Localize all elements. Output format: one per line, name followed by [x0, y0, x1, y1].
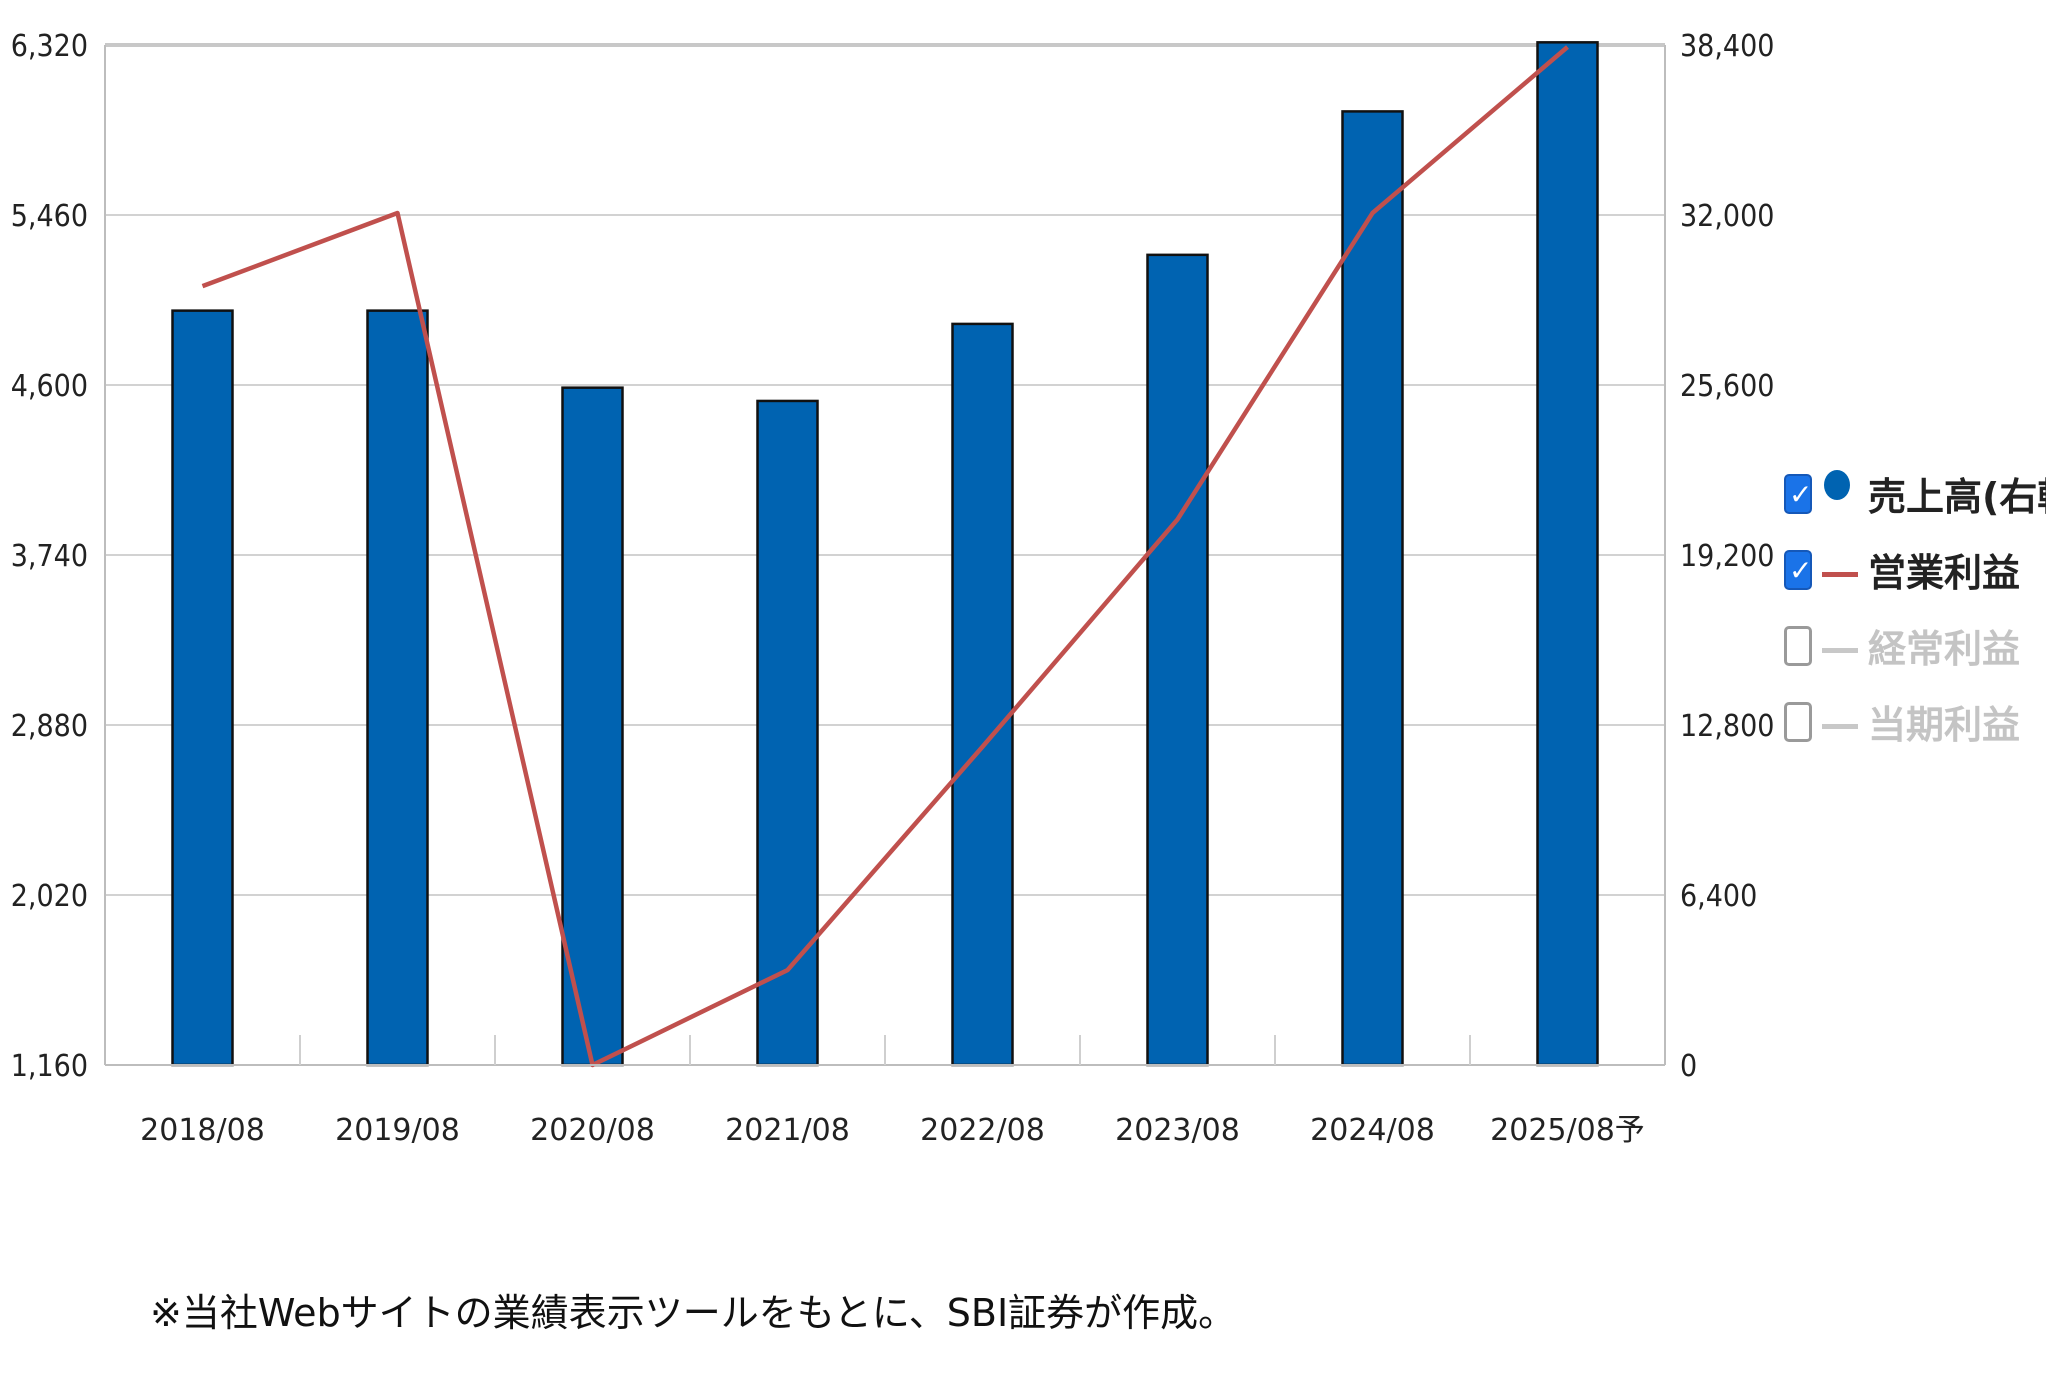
- x-tick-label: 2019/08: [335, 1113, 460, 1148]
- y-right-tick-label: 38,400: [1680, 29, 1774, 64]
- legend-checkbox[interactable]: [1784, 626, 1812, 666]
- legend-label: 経常利益: [1868, 627, 2021, 671]
- axes: [104, 45, 1666, 1066]
- operating-profit-line: [201, 45, 1569, 1068]
- line-series: [201, 45, 1569, 1068]
- legend-item[interactable]: ✓ 営業利益: [1780, 536, 2046, 612]
- y-left-tick-label: 5,460: [11, 199, 88, 234]
- gridlines: [105, 43, 1665, 896]
- footnote: ※当社Webサイトの業績表示ツールをもとに、SBI証券が作成。: [150, 1291, 1237, 1335]
- x-tick-label: 2018/08: [140, 1113, 265, 1148]
- legend-line-icon: [1822, 648, 1858, 653]
- legend-checkbox[interactable]: ✓: [1784, 474, 1812, 514]
- y-left-tick-label: 2,020: [11, 879, 88, 914]
- x-tick-label: 2023/08: [1115, 1113, 1240, 1148]
- y-right-tick-label: 25,600: [1680, 369, 1774, 404]
- legend-label: 売上高(右軸): [1868, 475, 2046, 519]
- legend-item[interactable]: 当期利益: [1780, 688, 2046, 764]
- bar: [171, 309, 234, 1067]
- x-tick-label: 2024/08: [1310, 1113, 1435, 1148]
- bar: [1536, 41, 1599, 1067]
- x-tick-label: 2022/08: [920, 1113, 1045, 1148]
- checkmark-icon: ✓: [1789, 554, 1813, 587]
- y-right-tick-label: 0: [1680, 1049, 1697, 1084]
- bar: [366, 309, 429, 1067]
- legend-label: 当期利益: [1868, 703, 2021, 747]
- y-left-tick-label: 2,880: [11, 709, 88, 744]
- y-left-tick-label: 4,600: [11, 369, 88, 404]
- legend-item[interactable]: 経常利益: [1780, 612, 2046, 688]
- x-tick-label: 2021/08: [725, 1113, 850, 1148]
- legend-checkbox[interactable]: [1784, 702, 1812, 742]
- bar: [1146, 253, 1209, 1067]
- bar: [951, 322, 1014, 1067]
- legend-line-icon: [1822, 724, 1858, 729]
- y-right-tick-label: 32,000: [1680, 199, 1774, 234]
- legend-dot-icon: [1824, 470, 1850, 500]
- legend-line-icon: [1822, 572, 1858, 577]
- checkmark-icon: ✓: [1789, 478, 1813, 511]
- x-tick-label: 2020/08: [530, 1113, 655, 1148]
- legend-checkbox[interactable]: ✓: [1784, 550, 1812, 590]
- bar: [1341, 110, 1404, 1067]
- y-right-tick-label: 19,200: [1680, 539, 1774, 574]
- tick-labels: 1,160 2,020 2,880 3,740 4,600 5,460 6,320 0 6,40…: [11, 29, 1775, 1148]
- bar-series: [171, 41, 1599, 1067]
- legend-item[interactable]: ✓ 売上高(右軸): [1780, 460, 2046, 536]
- y-right-tick-label: 6,400: [1680, 879, 1757, 914]
- legend-label: 営業利益: [1868, 551, 2021, 595]
- y-right-tick-label: 12,800: [1680, 709, 1774, 744]
- bar: [756, 399, 819, 1067]
- y-left-tick-label: 1,160: [11, 1049, 88, 1084]
- y-left-tick-label: 3,740: [11, 539, 88, 574]
- y-left-tick-label: 6,320: [11, 29, 88, 64]
- x-tick-label: 2025/08予: [1490, 1113, 1645, 1148]
